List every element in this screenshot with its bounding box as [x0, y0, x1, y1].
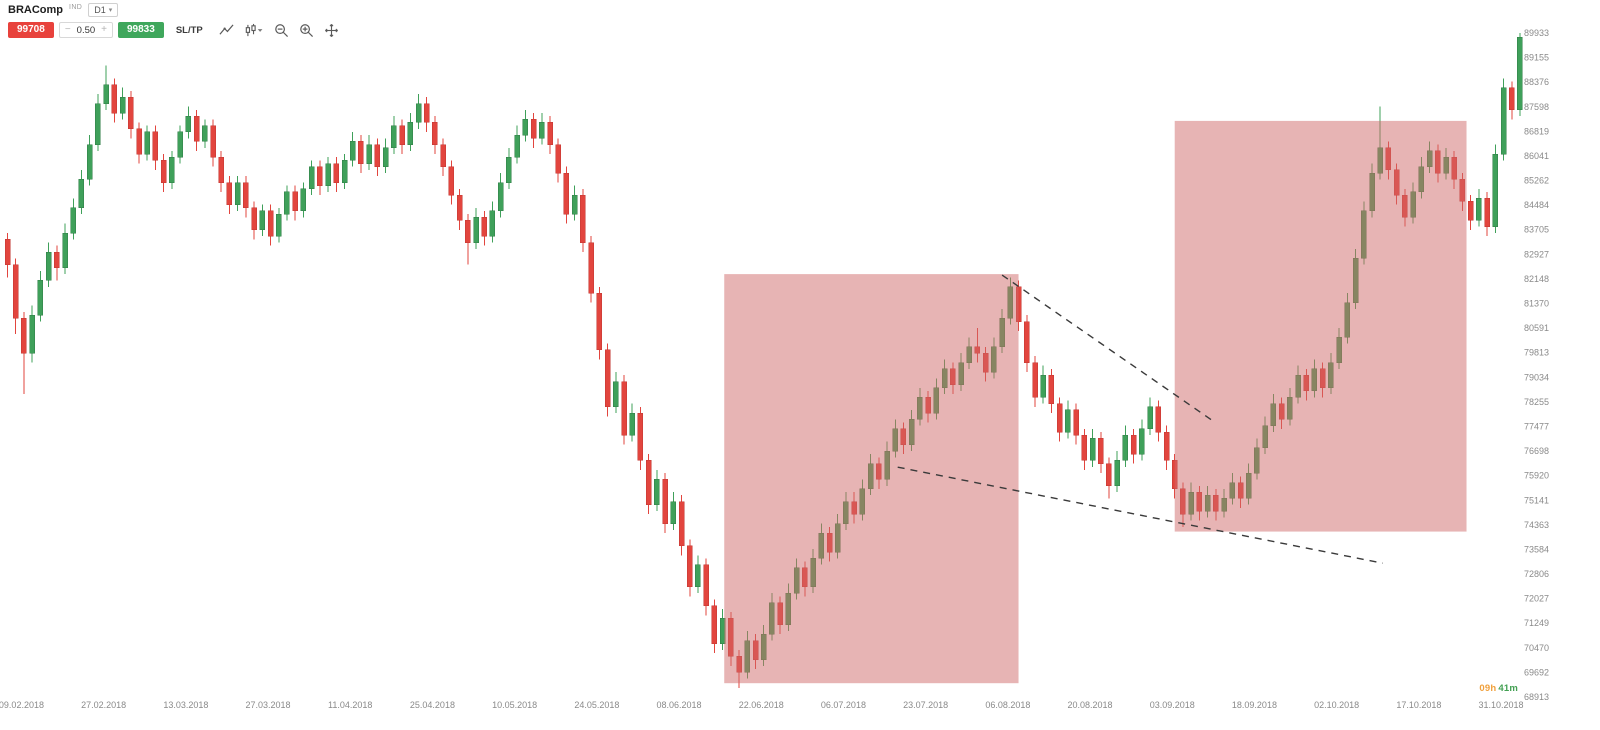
quantity-increase-icon[interactable]: +: [101, 24, 107, 35]
timeframe-value: D1: [94, 5, 106, 15]
svg-text:89933: 89933: [1524, 28, 1549, 38]
svg-text:17.10.2018: 17.10.2018: [1396, 700, 1441, 710]
svg-text:86041: 86041: [1524, 151, 1549, 161]
svg-text:06.08.2018: 06.08.2018: [985, 700, 1030, 710]
quantity-value: 0.50: [76, 24, 96, 36]
svg-text:72806: 72806: [1524, 569, 1549, 579]
svg-text:10.05.2018: 10.05.2018: [492, 700, 537, 710]
quantity-decrease-icon[interactable]: −: [64, 24, 71, 35]
svg-text:75920: 75920: [1524, 471, 1549, 481]
svg-text:81370: 81370: [1524, 298, 1549, 308]
svg-text:89155: 89155: [1524, 53, 1549, 63]
svg-text:75141: 75141: [1524, 495, 1549, 505]
svg-text:74363: 74363: [1524, 520, 1549, 530]
svg-text:71249: 71249: [1524, 618, 1549, 628]
zoom-out-icon[interactable]: [274, 23, 289, 38]
sell-button[interactable]: 99708: [8, 22, 54, 38]
quantity-stepper[interactable]: − 0.50 +: [58, 22, 113, 38]
svg-text:82148: 82148: [1524, 274, 1549, 284]
svg-text:79034: 79034: [1524, 372, 1549, 382]
svg-text:08.06.2018: 08.06.2018: [657, 700, 702, 710]
svg-text:72027: 72027: [1524, 594, 1549, 604]
svg-text:31.10.2018: 31.10.2018: [1479, 700, 1524, 710]
svg-text:13.03.2018: 13.03.2018: [163, 700, 208, 710]
svg-text:86819: 86819: [1524, 126, 1549, 136]
svg-text:22.06.2018: 22.06.2018: [739, 700, 784, 710]
svg-text:68913: 68913: [1524, 692, 1549, 702]
svg-text:88376: 88376: [1524, 77, 1549, 87]
svg-text:82927: 82927: [1524, 249, 1549, 259]
svg-text:06.07.2018: 06.07.2018: [821, 700, 866, 710]
market-close-countdown: 09h 41m: [1477, 683, 1518, 694]
svg-text:85262: 85262: [1524, 176, 1549, 186]
svg-text:78255: 78255: [1524, 397, 1549, 407]
svg-text:73584: 73584: [1524, 544, 1549, 554]
sltp-button[interactable]: SL/TP: [175, 24, 203, 36]
timeframe-select[interactable]: D1 ▾: [88, 3, 119, 17]
buy-button[interactable]: 99833: [118, 22, 164, 38]
svg-text:80591: 80591: [1524, 323, 1549, 333]
svg-text:24.05.2018: 24.05.2018: [574, 700, 619, 710]
svg-text:20.08.2018: 20.08.2018: [1068, 700, 1113, 710]
instrument-name[interactable]: BRAComp: [8, 4, 63, 16]
svg-text:79813: 79813: [1524, 348, 1549, 358]
time-axis: 09.02.2018 27.02.2018 13.03.2018 27.03.2018…: [0, 700, 1524, 710]
svg-text:03.09.2018: 03.09.2018: [1150, 700, 1195, 710]
trendline-2[interactable]: [897, 466, 1383, 564]
trendline-tool-icon[interactable]: [219, 23, 234, 38]
svg-text:09.02.2018: 09.02.2018: [0, 700, 44, 710]
svg-text:25.04.2018: 25.04.2018: [410, 700, 455, 710]
svg-text:76698: 76698: [1524, 446, 1549, 456]
svg-text:70470: 70470: [1524, 643, 1549, 653]
crosshair-move-icon[interactable]: [324, 23, 339, 38]
svg-text:83705: 83705: [1524, 225, 1549, 235]
svg-text:87598: 87598: [1524, 102, 1549, 112]
pattern-highlight-box-1[interactable]: [724, 274, 1019, 684]
chevron-down-icon: ▾: [108, 7, 113, 14]
zoom-in-icon[interactable]: [299, 23, 314, 38]
pattern-highlight-box-2[interactable]: [1174, 120, 1467, 532]
svg-text:77477: 77477: [1524, 421, 1549, 431]
svg-text:18.09.2018: 18.09.2018: [1232, 700, 1277, 710]
price-axis: 89933 89155 88376 87598 86819 86041 85262 84484…: [1524, 28, 1549, 702]
svg-text:23.07.2018: 23.07.2018: [903, 700, 948, 710]
svg-text:69692: 69692: [1524, 667, 1549, 677]
trendline-1[interactable]: [1001, 274, 1213, 421]
svg-text:02.10.2018: 02.10.2018: [1314, 700, 1359, 710]
countdown-minutes: 41m: [1498, 683, 1518, 694]
trade-toolbar: BRAComp IND D1 ▾ 99708 − 0.50 + 99833 SL…: [8, 3, 339, 38]
countdown-hours: 09h: [1479, 683, 1497, 694]
svg-text:11.04.2018: 11.04.2018: [328, 700, 372, 710]
svg-text:84484: 84484: [1524, 200, 1549, 210]
svg-text:27.02.2018: 27.02.2018: [81, 700, 126, 710]
svg-text:27.03.2018: 27.03.2018: [246, 700, 291, 710]
instrument-type-badge: IND: [69, 3, 83, 11]
chart-type-icon[interactable]: [244, 23, 264, 38]
